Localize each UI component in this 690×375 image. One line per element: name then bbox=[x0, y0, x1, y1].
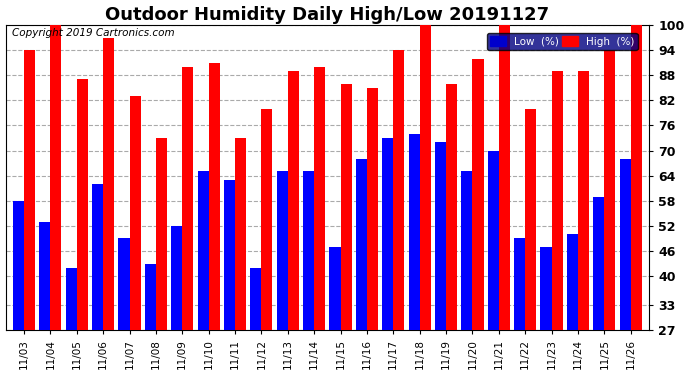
Bar bbox=[130, 96, 141, 330]
Bar bbox=[224, 180, 235, 330]
Bar bbox=[208, 63, 219, 330]
Bar bbox=[235, 138, 246, 330]
Bar bbox=[604, 50, 615, 330]
Bar bbox=[103, 38, 115, 330]
Bar bbox=[13, 201, 24, 330]
Bar bbox=[446, 84, 457, 330]
Bar bbox=[66, 268, 77, 330]
Bar bbox=[341, 84, 352, 330]
Bar bbox=[303, 171, 314, 330]
Bar bbox=[145, 264, 156, 330]
Bar bbox=[329, 247, 341, 330]
Bar bbox=[393, 50, 404, 330]
Title: Outdoor Humidity Daily High/Low 20191127: Outdoor Humidity Daily High/Low 20191127 bbox=[106, 6, 549, 24]
Bar bbox=[197, 171, 208, 330]
Bar bbox=[499, 25, 510, 330]
Bar bbox=[435, 142, 446, 330]
Bar bbox=[314, 67, 325, 330]
Bar bbox=[631, 25, 642, 330]
Legend: Low  (%), High  (%): Low (%), High (%) bbox=[487, 33, 638, 50]
Bar bbox=[182, 67, 193, 330]
Bar bbox=[567, 234, 578, 330]
Bar bbox=[382, 138, 393, 330]
Bar bbox=[39, 222, 50, 330]
Bar bbox=[551, 71, 562, 330]
Bar bbox=[171, 226, 182, 330]
Text: Copyright 2019 Cartronics.com: Copyright 2019 Cartronics.com bbox=[12, 28, 175, 38]
Bar bbox=[593, 196, 604, 330]
Bar bbox=[24, 50, 35, 330]
Bar bbox=[119, 238, 130, 330]
Bar bbox=[262, 109, 273, 330]
Bar bbox=[514, 238, 525, 330]
Bar bbox=[408, 134, 420, 330]
Bar bbox=[77, 80, 88, 330]
Bar bbox=[277, 171, 288, 330]
Bar bbox=[578, 71, 589, 330]
Bar bbox=[50, 25, 61, 330]
Bar bbox=[92, 184, 103, 330]
Bar bbox=[420, 25, 431, 330]
Bar bbox=[250, 268, 262, 330]
Bar bbox=[288, 71, 299, 330]
Bar bbox=[473, 58, 484, 330]
Bar bbox=[367, 88, 378, 330]
Bar bbox=[356, 159, 367, 330]
Bar bbox=[462, 171, 473, 330]
Bar bbox=[525, 109, 536, 330]
Bar bbox=[488, 151, 499, 330]
Bar bbox=[540, 247, 551, 330]
Bar bbox=[620, 159, 631, 330]
Bar bbox=[156, 138, 167, 330]
